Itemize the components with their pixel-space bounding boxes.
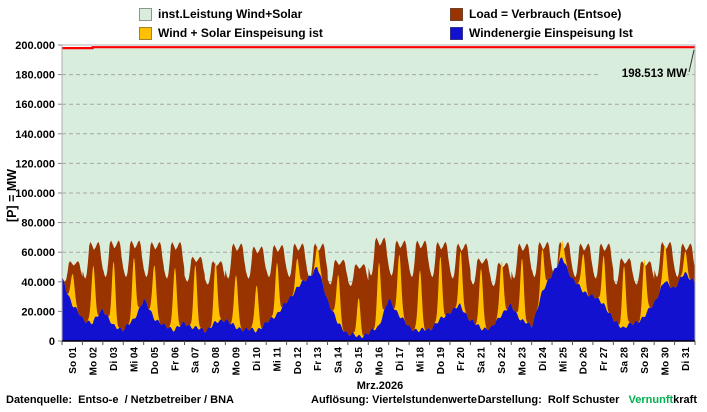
y-tick-label: 160.000 — [15, 99, 55, 111]
legend-item-load: Load = Verbrauch (Entsoe) — [450, 7, 621, 21]
x-tick-label: Fr 13 — [313, 347, 324, 371]
x-tick-label: Fr 06 — [170, 347, 181, 371]
annotation-leader-line — [688, 49, 695, 73]
x-tick-label: Sa 07 — [191, 347, 202, 374]
x-tick-label: So 29 — [640, 347, 651, 374]
x-tick-label: Mo 09 — [232, 347, 243, 376]
x-tick-label: Mo 30 — [660, 347, 671, 376]
load-swatch-icon — [450, 7, 463, 21]
x-tick-label: Mi 18 — [415, 347, 426, 372]
y-tick-label: 20.000 — [21, 306, 55, 318]
credit-author: Darstellung: Rolf Schuster — [477, 394, 629, 406]
legend-item-installed-capacity: inst.Leistung Wind+Solar — [139, 7, 302, 21]
y-tick-label: 40.000 — [21, 277, 55, 289]
x-tick-label: Di 31 — [681, 347, 692, 371]
legend-item-wind-solar-feedin: Wind + Solar Einspeisung ist — [139, 26, 323, 40]
x-tick-label: Do 05 — [150, 347, 161, 375]
chart-period-label: Mrz.2026 — [356, 380, 404, 392]
y-tick-label: 0 — [49, 336, 55, 348]
y-tick-label: 100.000 — [15, 188, 55, 200]
y-axis-title: [P] = MW — [5, 168, 19, 223]
installed-capacity-swatch-icon — [139, 7, 152, 21]
data-source-label: Datenquelle: Entso-e / Netzbetreiber / B… — [6, 394, 234, 406]
credit-label: Darstellung: Rolf Schuster Vernunftkraft — [478, 394, 697, 406]
x-tick-label: Sa 14 — [334, 347, 345, 374]
x-tick-label: Mi 11 — [272, 347, 283, 372]
x-tick-label: So 08 — [211, 347, 222, 374]
brand-kraft: kraft — [673, 394, 697, 406]
x-tick-label: Fr 20 — [456, 347, 467, 371]
installed-capacity-annotation: 198.513 MW — [599, 67, 687, 82]
x-tick-label: Mo 23 — [517, 347, 528, 376]
x-tick-label: Mi 25 — [558, 347, 569, 372]
legend-label: Load = Verbrauch (Entsoe) — [469, 7, 622, 21]
wind-solar-swatch-icon — [139, 26, 152, 40]
legend-label: Windenergie Einspeisung Ist — [469, 26, 633, 40]
x-tick-label: Mo 02 — [89, 347, 100, 376]
x-tick-label: Mi 04 — [130, 347, 141, 372]
x-tick-label: Di 10 — [252, 347, 263, 371]
legend-item-wind-feedin: Windenergie Einspeisung Ist — [450, 26, 633, 40]
y-tick-label: 120.000 — [15, 158, 55, 170]
wind-swatch-icon — [450, 26, 463, 40]
resolution-label: Auflösung: Viertelstundenwerte — [311, 394, 478, 406]
x-tick-label: Fr 27 — [599, 347, 610, 371]
brand-vernunft: Vernunft — [628, 394, 674, 406]
x-tick-label: So 01 — [68, 347, 79, 374]
y-tick-label: 200.000 — [15, 40, 55, 52]
x-tick-label: Do 12 — [293, 347, 304, 375]
wind-area — [62, 257, 695, 341]
y-tick-label: 180.000 — [15, 70, 55, 82]
x-tick-label: So 22 — [497, 347, 508, 374]
y-tick-label: 140.000 — [15, 129, 55, 141]
x-tick-label: Sa 21 — [477, 347, 488, 374]
x-tick-label: So 15 — [354, 347, 365, 374]
y-tick-label: 60.000 — [21, 247, 55, 259]
legend-label: inst.Leistung Wind+Solar — [158, 7, 303, 21]
x-tick-label: Do 19 — [436, 347, 447, 375]
capacity-line — [62, 46, 695, 50]
x-tick-label: Sa 28 — [620, 347, 631, 374]
x-tick-label: Mo 16 — [375, 347, 386, 376]
x-tick-label: Di 17 — [395, 347, 406, 371]
y-tick-label: 80.000 — [21, 218, 55, 230]
x-tick-label: Di 24 — [538, 347, 549, 371]
x-tick-label: Do 26 — [579, 347, 590, 375]
x-tick-label: Di 03 — [109, 347, 120, 371]
legend-label: Wind + Solar Einspeisung ist — [158, 26, 323, 40]
